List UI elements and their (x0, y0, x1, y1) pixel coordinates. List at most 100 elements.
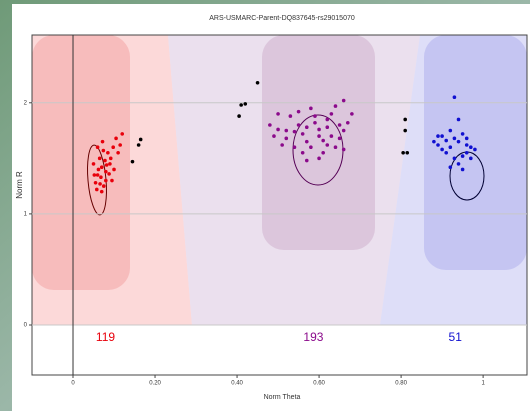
point (321, 150, 325, 155)
point (98, 182, 102, 186)
point (268, 123, 272, 127)
point (239, 103, 243, 107)
point (300, 132, 305, 136)
point (452, 156, 457, 161)
point (101, 148, 106, 153)
point (456, 117, 461, 122)
ab-core (262, 35, 375, 250)
point (325, 117, 330, 122)
point (403, 128, 407, 133)
point (99, 165, 104, 170)
point (99, 175, 103, 180)
point (300, 150, 305, 155)
point (255, 80, 260, 85)
y-tick-label: 2 (24, 100, 28, 106)
point (107, 172, 111, 176)
bb-core (424, 35, 527, 270)
point (444, 138, 449, 143)
point (95, 173, 100, 177)
point (333, 145, 338, 150)
x-tick-label: 0.80 (395, 381, 407, 387)
point (448, 165, 453, 170)
point (296, 123, 301, 127)
point (304, 158, 309, 163)
point (317, 134, 321, 138)
point (138, 137, 143, 142)
point (460, 167, 465, 172)
point (103, 158, 107, 163)
point (101, 184, 106, 188)
point (341, 128, 346, 133)
point (237, 114, 241, 118)
point (448, 145, 453, 150)
point (284, 136, 289, 141)
point (452, 95, 457, 100)
point (304, 139, 309, 144)
point (95, 145, 100, 150)
point (136, 143, 141, 147)
point (333, 104, 338, 108)
point (460, 132, 465, 136)
point (325, 143, 330, 147)
regions (32, 35, 527, 325)
x-tick-label: 0.20 (149, 381, 161, 387)
point (452, 136, 457, 141)
point (288, 114, 293, 118)
point (272, 134, 276, 138)
x-tick-label: 0 (71, 381, 75, 387)
point (296, 109, 301, 114)
point (464, 150, 469, 155)
point (464, 143, 469, 147)
point (469, 156, 473, 161)
point (313, 114, 317, 118)
point (96, 167, 101, 172)
point (304, 125, 309, 130)
point (118, 143, 122, 147)
point (97, 156, 102, 161)
point (317, 127, 321, 132)
point (104, 169, 108, 174)
cluster-count: 119 (96, 330, 115, 344)
point (325, 125, 330, 130)
point (91, 162, 96, 166)
point (329, 112, 334, 116)
point (329, 134, 334, 138)
point (104, 178, 108, 183)
point (94, 187, 99, 192)
point (292, 145, 297, 150)
point (104, 163, 109, 167)
point (100, 139, 105, 144)
point (456, 139, 461, 144)
point (436, 143, 440, 147)
y-axis-label: Norm R (15, 171, 24, 199)
point (108, 156, 113, 161)
point (469, 145, 473, 150)
cluster-count: 51 (449, 330, 463, 344)
point (321, 138, 325, 143)
point (337, 136, 342, 141)
point (341, 147, 346, 152)
point (440, 147, 444, 152)
point (106, 150, 110, 155)
x-tick-label: 1 (481, 381, 485, 387)
point (108, 162, 112, 166)
point (436, 134, 440, 138)
point (309, 145, 313, 150)
point (111, 145, 116, 150)
point (403, 117, 407, 122)
point (112, 167, 116, 172)
point (341, 98, 346, 103)
point (92, 173, 97, 177)
y-tick-label: 1 (24, 211, 28, 217)
point (280, 143, 284, 147)
y-tick-label: 0 (24, 323, 28, 329)
frame (31, 34, 528, 376)
point (110, 178, 114, 183)
plot: 0 1 2 0 0.20 0.40 0.60 0.80 1 119 193 51 (24, 35, 527, 387)
point (114, 136, 118, 141)
point (464, 136, 469, 141)
point (243, 102, 248, 106)
point (317, 156, 321, 161)
x-axis-label: Norm Theta (264, 394, 301, 401)
